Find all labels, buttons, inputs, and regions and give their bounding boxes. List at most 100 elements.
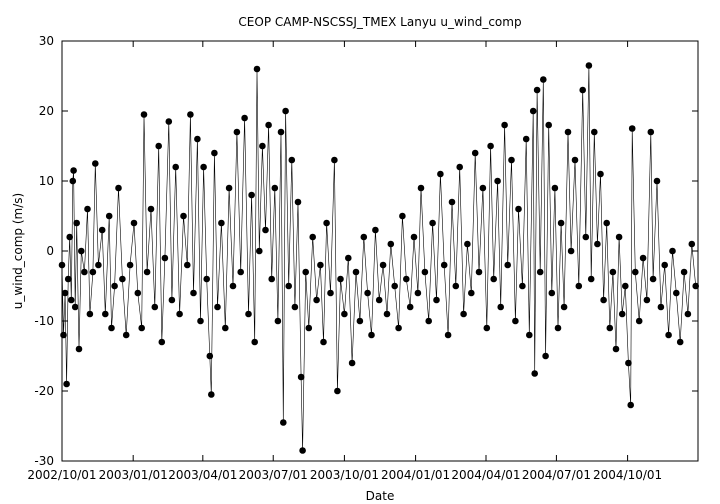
data-point (277, 128, 285, 136)
data-point (456, 163, 464, 171)
y-tick-label: -20 (34, 384, 54, 398)
data-point (468, 289, 475, 297)
data-point (194, 135, 201, 143)
data-point (403, 275, 410, 283)
data-point (285, 282, 293, 290)
data-point (64, 275, 72, 283)
data-point (105, 212, 113, 220)
data-point (168, 296, 176, 304)
data-point (649, 275, 657, 283)
data-point (98, 226, 106, 234)
x-tick-label: 2004/04/01 (451, 468, 520, 482)
data-point (628, 125, 636, 132)
data-point (591, 128, 598, 136)
data-point (73, 219, 80, 227)
x-tick-label: 2002/10/01 (27, 468, 96, 482)
data-point (501, 121, 508, 129)
data-point (265, 121, 272, 129)
data-point (356, 317, 364, 325)
data-point (282, 107, 289, 115)
data-point (134, 289, 142, 297)
data-point (440, 261, 448, 269)
data-point (341, 310, 348, 318)
data-point (337, 275, 344, 283)
data-point (564, 128, 572, 136)
data-point (545, 121, 552, 129)
data-point (519, 282, 526, 290)
data-point (464, 240, 471, 248)
data-point (245, 310, 252, 318)
y-tick-label: 30 (39, 34, 54, 48)
x-tick-label: 2003/10/01 (310, 468, 379, 482)
data-point (69, 177, 77, 185)
data-point (229, 282, 237, 290)
data-point (161, 254, 169, 262)
data-point (647, 128, 655, 136)
data-point (320, 338, 327, 346)
data-point (102, 310, 109, 318)
data-point (233, 128, 241, 136)
data-point (536, 268, 544, 276)
data-point (582, 233, 590, 241)
data-point (70, 167, 77, 174)
plot-frame (61, 40, 699, 462)
data-point (248, 191, 255, 199)
data-point (180, 212, 187, 220)
data-point (259, 142, 266, 150)
chart-title: CEOP CAMP-NSCSSJ_TMEX Lanyu u_wind_comp (238, 15, 521, 29)
data-point (63, 380, 70, 388)
data-point (542, 352, 549, 360)
y-tick-label: 0 (46, 244, 54, 258)
data-point (692, 282, 699, 290)
data-point (184, 261, 191, 269)
data-point (237, 268, 244, 276)
data-point (548, 289, 556, 297)
data-point (526, 331, 533, 339)
y-axis-label: u_wind_comp (m/s) (11, 193, 25, 309)
data-point (560, 303, 568, 311)
data-point (504, 261, 512, 269)
data-point (494, 177, 501, 185)
data-point (86, 310, 94, 318)
data-point (84, 205, 91, 213)
data-point (406, 303, 414, 311)
data-point (348, 359, 356, 367)
data-point (176, 310, 183, 318)
data-point (533, 86, 541, 94)
data-point (71, 303, 79, 311)
data-point (280, 419, 287, 426)
data-point (61, 289, 69, 297)
data-point (448, 198, 456, 206)
data-point (138, 324, 145, 332)
data-point (680, 268, 688, 276)
data-point (571, 156, 579, 164)
data-point (676, 338, 684, 346)
data-point (639, 254, 647, 262)
data-point (345, 254, 352, 262)
data-point (360, 233, 368, 241)
data-point (208, 391, 215, 398)
data-point (688, 240, 696, 248)
data-point (122, 331, 130, 339)
data-point (490, 275, 498, 283)
data-point (606, 324, 614, 332)
data-point (92, 160, 99, 167)
data-point (203, 275, 210, 283)
x-tick-label: 2004/07/01 (522, 468, 591, 482)
data-point (115, 184, 122, 192)
data-point (165, 118, 173, 125)
data-point (302, 268, 310, 276)
data-point (334, 387, 341, 395)
data-point (554, 324, 562, 332)
data-point (579, 86, 586, 94)
x-tick-labels: 2002/10/01 2003/01/01 2003/04/01 2003/07/01… (27, 468, 662, 482)
data-point (288, 156, 296, 164)
data-point (627, 401, 634, 409)
data-point (187, 111, 194, 118)
data-point (375, 296, 383, 304)
data-point (262, 226, 269, 234)
data-point (352, 268, 360, 276)
data-point (218, 219, 225, 227)
data-point (460, 310, 467, 318)
data-point (487, 142, 494, 150)
